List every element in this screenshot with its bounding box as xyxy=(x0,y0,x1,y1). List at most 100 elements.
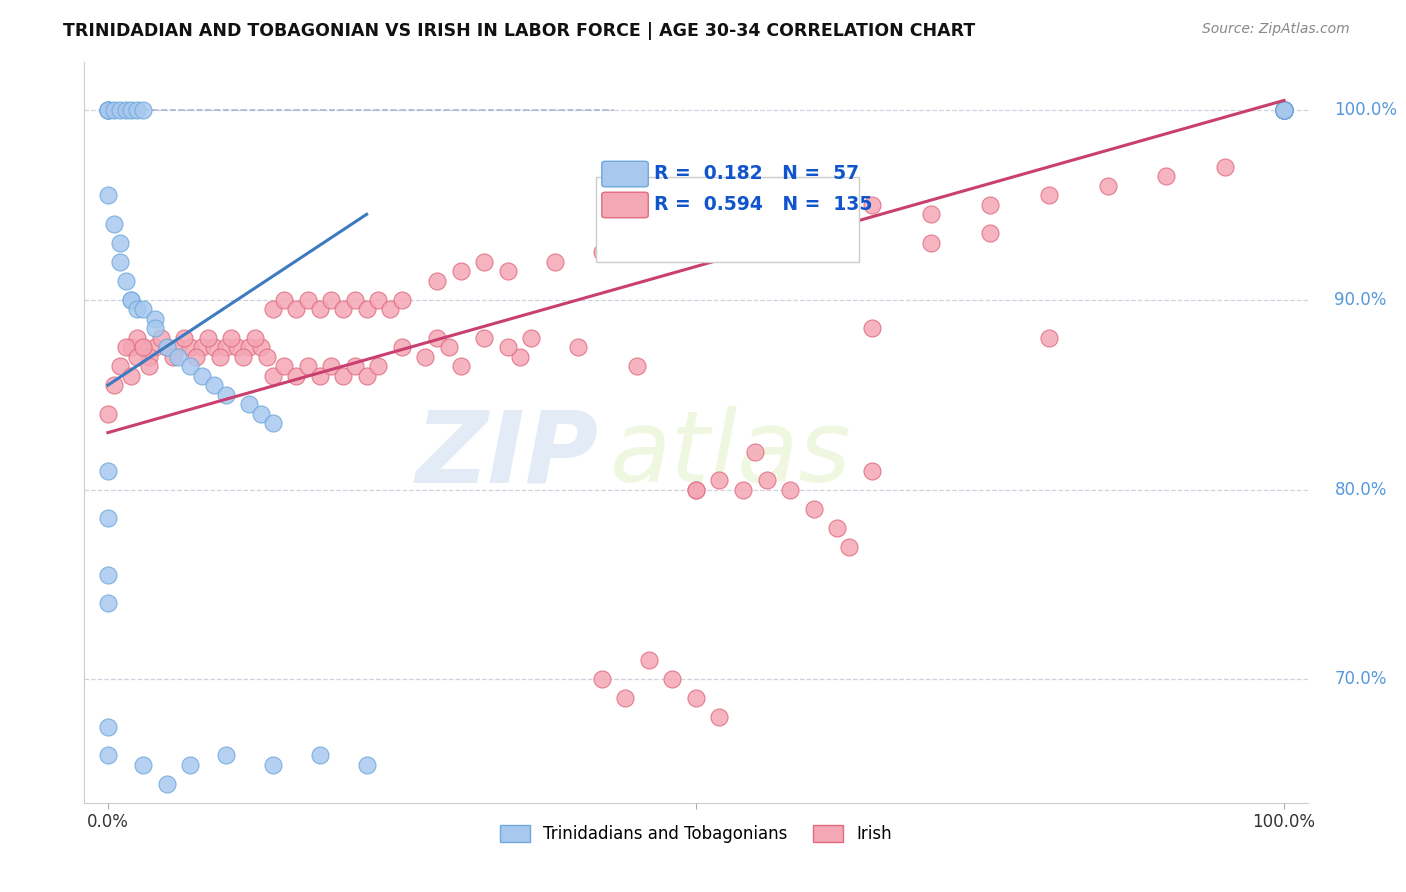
Point xyxy=(108,235,131,250)
Point xyxy=(202,340,225,354)
Point xyxy=(162,350,184,364)
Point xyxy=(626,359,648,374)
Point xyxy=(1272,103,1295,117)
Point xyxy=(520,331,543,345)
Point xyxy=(97,188,120,202)
Point xyxy=(591,245,613,260)
Point xyxy=(472,254,495,268)
Point xyxy=(120,293,142,307)
Point xyxy=(450,359,472,374)
Point xyxy=(108,359,131,374)
Point xyxy=(208,350,231,364)
Point xyxy=(661,673,683,687)
Point xyxy=(103,103,125,117)
Point xyxy=(97,103,120,117)
Point xyxy=(1272,103,1295,117)
Point xyxy=(1272,103,1295,117)
Point xyxy=(143,311,166,326)
Point xyxy=(308,302,330,317)
Point xyxy=(1272,103,1295,117)
Point xyxy=(415,350,437,364)
Point xyxy=(1272,103,1295,117)
Point xyxy=(273,293,295,307)
Point xyxy=(97,103,120,117)
Point xyxy=(367,359,389,374)
Point xyxy=(138,359,160,374)
Point xyxy=(97,464,120,478)
Point xyxy=(638,653,661,667)
Point xyxy=(191,368,214,383)
Point xyxy=(97,103,120,117)
Point xyxy=(173,331,195,345)
Point xyxy=(803,207,825,221)
Point xyxy=(1272,103,1295,117)
Point xyxy=(860,198,883,212)
Point xyxy=(1272,103,1295,117)
Point xyxy=(132,103,155,117)
Point xyxy=(221,331,243,345)
Point xyxy=(744,444,766,458)
Point xyxy=(496,340,519,354)
Point xyxy=(179,340,201,354)
Point xyxy=(496,264,519,278)
Text: 70.0%: 70.0% xyxy=(1334,671,1386,689)
Point xyxy=(297,293,319,307)
Point xyxy=(567,340,589,354)
Point xyxy=(1038,331,1060,345)
Point xyxy=(132,340,155,354)
Point xyxy=(920,235,942,250)
Point xyxy=(1272,103,1295,117)
Point xyxy=(544,254,567,268)
Point xyxy=(191,340,214,354)
Point xyxy=(238,397,260,411)
Point xyxy=(391,340,413,354)
Point xyxy=(1272,103,1295,117)
Point xyxy=(685,483,707,497)
Point xyxy=(97,407,120,421)
Point xyxy=(243,331,266,345)
Point xyxy=(744,217,766,231)
Point xyxy=(685,691,707,706)
Point xyxy=(214,340,236,354)
FancyBboxPatch shape xyxy=(596,178,859,262)
Point xyxy=(97,511,120,525)
Point xyxy=(97,748,120,763)
Point xyxy=(127,350,149,364)
Point xyxy=(114,103,136,117)
Point xyxy=(156,777,179,791)
Point xyxy=(1272,103,1295,117)
Point xyxy=(1272,103,1295,117)
Point xyxy=(1272,103,1295,117)
Point xyxy=(426,274,449,288)
Point xyxy=(1272,103,1295,117)
Point xyxy=(138,350,160,364)
Point xyxy=(838,540,860,554)
Point xyxy=(614,691,637,706)
Point xyxy=(273,359,295,374)
Point xyxy=(308,368,330,383)
Point xyxy=(731,483,754,497)
Point xyxy=(262,302,284,317)
Point xyxy=(184,350,207,364)
Point xyxy=(343,293,366,307)
Point xyxy=(132,340,155,354)
Point xyxy=(356,368,378,383)
Point xyxy=(167,350,190,364)
Point xyxy=(238,340,260,354)
Point xyxy=(120,368,142,383)
FancyBboxPatch shape xyxy=(602,161,648,186)
Point xyxy=(709,473,731,487)
Point xyxy=(262,757,284,772)
Point xyxy=(97,597,120,611)
Point xyxy=(308,748,330,763)
Point xyxy=(825,520,848,534)
Point xyxy=(755,473,778,487)
Point xyxy=(97,103,120,117)
Point xyxy=(97,720,120,734)
Point xyxy=(226,340,249,354)
Point xyxy=(638,235,661,250)
Point xyxy=(249,340,271,354)
Point xyxy=(202,378,225,392)
Legend: Trinidadians and Tobagonians, Irish: Trinidadians and Tobagonians, Irish xyxy=(494,819,898,850)
Point xyxy=(127,103,149,117)
